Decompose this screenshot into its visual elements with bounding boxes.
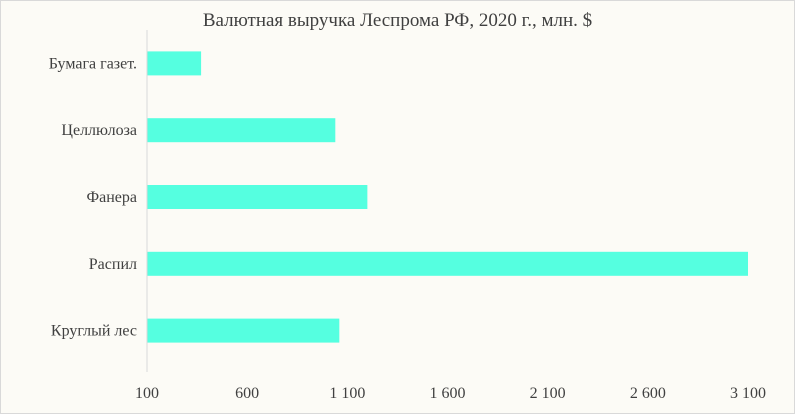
x-tick-label-3: 1 600	[430, 385, 466, 402]
category-label-0: Бумага газет.	[49, 55, 137, 72]
x-tick-label-0: 100	[135, 385, 159, 402]
bar-1	[147, 118, 336, 143]
category-label-4: Круглый лес	[51, 323, 137, 340]
x-tick-labels: 100 600 1 100 1 600 2 100 2 600 3 100	[135, 385, 766, 402]
category-labels: Бумага газет. Целлюлоза Фанера Распил Круглы…	[49, 55, 137, 339]
bar-2	[147, 185, 368, 209]
bars-group	[147, 51, 748, 343]
x-tick-label-1: 600	[235, 385, 259, 402]
x-tick-label-2: 1 100	[329, 385, 365, 402]
x-tick-label-5: 2 600	[630, 385, 666, 402]
chart-title: Валютная выручка Леспрома РФ, 2020 г., м…	[202, 10, 593, 31]
bar-0	[147, 51, 202, 76]
x-tick-label-6: 3 100	[730, 385, 766, 402]
category-label-2: Фанера	[86, 189, 137, 206]
bar-3	[147, 251, 748, 276]
bar-4	[147, 318, 340, 343]
category-label-1: Целлюлоза	[61, 122, 137, 139]
x-tick-label-4: 2 100	[530, 385, 566, 402]
category-label-3: Распил	[89, 256, 137, 273]
